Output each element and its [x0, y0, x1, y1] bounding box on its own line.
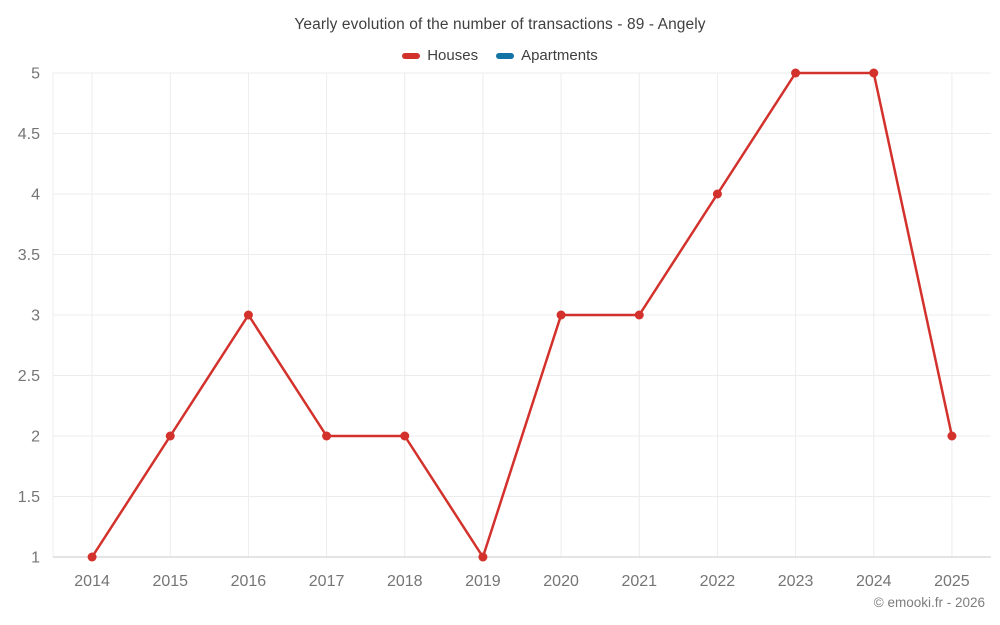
data-point-marker-houses[interactable]	[165, 431, 175, 441]
x-tick-label: 2014	[74, 573, 110, 590]
data-point-marker-houses[interactable]	[712, 189, 722, 199]
apartments-swatch-icon	[496, 52, 515, 59]
copyright-credit: © emooki.fr - 2026	[873, 595, 985, 610]
x-tick-label: 2018	[387, 573, 423, 590]
x-tick-label: 2016	[231, 573, 267, 590]
houses-swatch-icon	[402, 52, 421, 59]
legend-label-apartments: Apartments	[521, 47, 598, 64]
x-tick-label: 2019	[465, 573, 501, 590]
data-point-marker-houses[interactable]	[87, 552, 97, 562]
y-tick-label: 5	[31, 66, 40, 83]
y-tick-label: 4.5	[18, 126, 40, 143]
data-point-marker-houses[interactable]	[869, 68, 879, 78]
legend: Houses Apartments	[0, 47, 1000, 64]
x-tick-label: 2022	[700, 573, 736, 590]
data-point-marker-houses[interactable]	[556, 310, 566, 320]
data-point-marker-houses[interactable]	[947, 431, 957, 441]
y-tick-label: 4	[31, 187, 40, 204]
data-point-marker-houses[interactable]	[791, 68, 801, 78]
chart-title: Yearly evolution of the number of transa…	[294, 16, 706, 33]
x-tick-label: 2015	[152, 573, 188, 590]
y-tick-label: 2.5	[18, 368, 40, 385]
legend-item-apartments[interactable]: Apartments	[496, 47, 598, 64]
y-tick-label: 1.5	[18, 489, 40, 506]
legend-item-houses[interactable]: Houses	[402, 47, 478, 64]
data-point-marker-houses[interactable]	[322, 431, 332, 441]
y-tick-label: 1	[31, 550, 40, 567]
y-tick-label: 2	[31, 429, 40, 446]
x-tick-label: 2017	[309, 573, 345, 590]
data-point-marker-houses[interactable]	[634, 310, 644, 320]
x-tick-label: 2024	[856, 573, 892, 590]
y-tick-label: 3.5	[18, 247, 40, 264]
x-tick-label: 2020	[543, 573, 579, 590]
data-point-marker-houses[interactable]	[243, 310, 253, 320]
legend-label-houses: Houses	[427, 47, 479, 64]
data-point-marker-houses[interactable]	[478, 552, 488, 562]
x-tick-label: 2021	[621, 573, 657, 590]
data-point-marker-houses[interactable]	[400, 431, 410, 441]
x-tick-label: 2023	[778, 573, 814, 590]
y-tick-label: 3	[31, 308, 40, 325]
series-line-houses	[90, 71, 954, 559]
x-tick-label: 2025	[934, 573, 970, 590]
